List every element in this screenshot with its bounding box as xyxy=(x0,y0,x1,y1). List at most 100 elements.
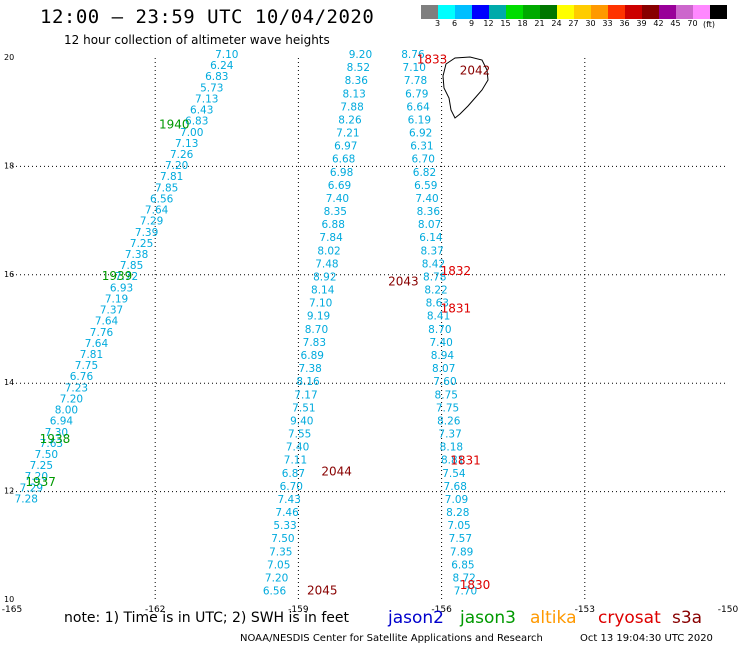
legend-swatch xyxy=(489,5,506,19)
wave-height-label: 7.68 xyxy=(444,481,467,493)
time-label: 1831 xyxy=(441,302,472,316)
time-label: 2043 xyxy=(388,275,419,289)
wave-height-label: 7.25 xyxy=(130,238,153,250)
wave-height-label: 7.39 xyxy=(135,227,158,239)
wave-height-label: 6.79 xyxy=(405,88,428,100)
legend-label: 18 xyxy=(517,19,528,28)
wave-height-label: 5.73 xyxy=(200,82,223,94)
time-label: 1939 xyxy=(102,269,133,283)
wave-height-label: 7.20 xyxy=(265,572,288,584)
wave-height-label: 8.75 xyxy=(435,389,458,401)
wave-height-label: 8.28 xyxy=(446,507,469,519)
legend-label: 24 xyxy=(551,19,562,28)
wave-height-label: 7.35 xyxy=(269,546,292,558)
wave-height-label: 8.92 xyxy=(313,271,336,283)
wave-height-label: 7.10 xyxy=(403,62,426,74)
wave-height-label: 6.70 xyxy=(412,154,435,166)
wave-height-label: 7.05 xyxy=(267,559,290,571)
wave-height-label: 7.50 xyxy=(271,533,294,545)
wave-height-label: 6.31 xyxy=(410,141,433,153)
wave-height-label: 8.07 xyxy=(418,219,441,231)
legend-label: 36 xyxy=(619,19,630,28)
wave-height-label: 8.18 xyxy=(440,442,463,454)
wave-height-label: 8.02 xyxy=(317,245,340,257)
legend-swatches xyxy=(421,5,727,19)
map-subtitle: 12 hour collection of altimeter wave hei… xyxy=(64,33,330,47)
wave-height-label: 7.40 xyxy=(326,193,349,205)
legend-label: 30 xyxy=(585,19,596,28)
wave-height-label: 7.83 xyxy=(303,337,326,349)
wave-height-label: 9.19 xyxy=(307,311,330,323)
wave-height-label: 7.70 xyxy=(454,586,477,598)
y-tick-label: 16 xyxy=(4,270,14,279)
legend-label: 42 xyxy=(653,19,664,28)
wave-height-label: 6.83 xyxy=(185,116,208,128)
satellite-label-jason2: jason2 xyxy=(388,608,444,628)
wave-height-label: 7.85 xyxy=(120,260,143,272)
y-tick-label: 14 xyxy=(4,378,14,387)
wave-height-label: 7.81 xyxy=(160,171,183,183)
wave-height-label: 8.36 xyxy=(417,206,441,218)
wave-height-label: 7.60 xyxy=(433,376,456,388)
wave-height-label: 8.41 xyxy=(427,311,450,323)
wave-height-label: 7.20 xyxy=(60,393,83,405)
wave-height-label: 7.09 xyxy=(445,494,468,506)
legend-label: 6 xyxy=(451,19,458,28)
wave-height-label: 7.38 xyxy=(125,249,148,261)
wave-height-label: 8.26 xyxy=(338,114,362,126)
wave-height-label: 6.98 xyxy=(330,167,353,179)
wave-height-label: 7.13 xyxy=(195,93,218,105)
wave-height-label: 7.89 xyxy=(450,546,473,558)
wave-height-label: 6.85 xyxy=(451,559,474,571)
wave-height-label: 7.51 xyxy=(292,402,315,414)
satellite-label-jason3: jason3 xyxy=(460,608,516,628)
wave-height-label: 7.72 xyxy=(115,271,138,283)
time-label: 1832 xyxy=(441,264,472,278)
wave-height-label: 6.24 xyxy=(210,60,234,72)
wave-height-label: 8.42 xyxy=(422,258,445,270)
time-label: 2045 xyxy=(307,584,338,598)
x-tick-label: -162 xyxy=(145,605,165,615)
x-tick-label: -153 xyxy=(575,605,595,615)
legend-swatch xyxy=(591,5,608,19)
wave-height-label: 8.94 xyxy=(431,350,455,362)
wave-height-label: 7.43 xyxy=(278,494,301,506)
wave-height-label: 7.75 xyxy=(75,360,98,372)
wave-height-label: 8.70 xyxy=(428,324,451,336)
wave-height-label: 6.70 xyxy=(280,481,303,493)
wave-height-label: 7.19 xyxy=(105,293,128,305)
wave-height-label: 7.63 xyxy=(40,438,63,450)
wave-height-label: 7.84 xyxy=(319,232,343,244)
wave-height-label: 8.16 xyxy=(296,376,320,388)
wave-height-label: 7.40 xyxy=(286,442,309,454)
legend-swatch xyxy=(625,5,642,19)
wave-height-label: 8.35 xyxy=(324,206,347,218)
wave-height-label: 7.29 xyxy=(140,216,163,228)
wave-height-label: 7.30 xyxy=(45,427,68,439)
legend-unit: (ft) xyxy=(703,20,716,29)
wave-height-label: 9.40 xyxy=(290,415,313,427)
y-tick-label: 10 xyxy=(4,595,14,604)
wave-height-label: 7.54 xyxy=(442,468,466,480)
wave-height-label: 8.76 xyxy=(401,49,425,61)
wave-height-label: 6.89 xyxy=(301,350,324,362)
wave-height-label: 7.50 xyxy=(35,449,58,461)
wave-height-label: 7.11 xyxy=(284,455,307,467)
wave-height-label: 8.36 xyxy=(345,75,369,87)
wave-height-label: 9.20 xyxy=(349,49,372,61)
legend-swatch xyxy=(710,5,727,19)
wave-height-label: 6.43 xyxy=(190,105,213,117)
wave-height-label: 7.28 xyxy=(15,493,38,505)
legend-swatch xyxy=(472,5,489,19)
wave-height-label: 7.85 xyxy=(155,182,178,194)
wave-height-label: 8.14 xyxy=(311,285,335,297)
wave-height-label: 6.82 xyxy=(413,167,436,179)
wave-height-label: 8.37 xyxy=(420,245,443,257)
legend-labels: 3 6 9 12 15 18 21 24 27 30 33 36 39 42 45 70 xyxy=(421,19,727,28)
legend-label: 3 xyxy=(434,19,441,28)
wave-height-label: 6.19 xyxy=(408,114,431,126)
time-label: 1940 xyxy=(159,117,190,131)
note-text: note: 1) Time is in UTC; 2) SWH is in fe… xyxy=(64,610,350,626)
legend-swatch xyxy=(676,5,693,19)
wave-height-label: 6.97 xyxy=(334,141,357,153)
